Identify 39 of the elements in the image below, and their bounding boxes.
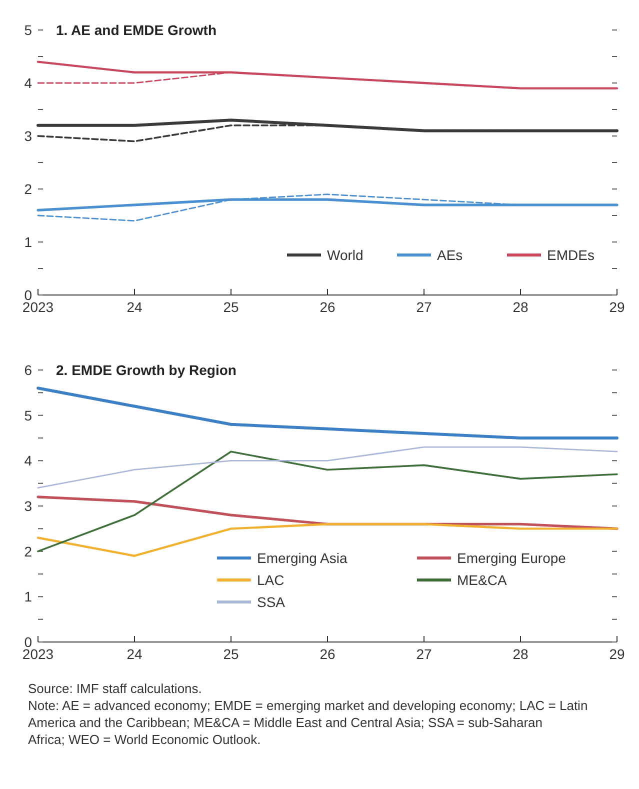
x-tick-label: 25 — [223, 299, 239, 315]
x-tick-label: 24 — [126, 646, 142, 662]
y-tick-label: 3 — [24, 498, 32, 514]
chart-title: 2. EMDE Growth by Region — [56, 362, 236, 378]
legend-label: LAC — [257, 572, 284, 588]
x-tick-label: 29 — [609, 646, 625, 662]
x-tick-label: 25 — [223, 646, 239, 662]
y-tick-label: 4 — [24, 75, 32, 91]
y-tick-label: 6 — [24, 362, 32, 378]
chart-title: 1. AE and EMDE Growth — [56, 22, 216, 38]
x-tick-label: 29 — [609, 299, 625, 315]
x-tick-label: 27 — [416, 299, 432, 315]
y-tick-label: 1 — [24, 588, 32, 605]
x-tick-label: 26 — [320, 646, 336, 662]
y-tick-label: 5 — [24, 407, 32, 424]
legend-label: EMDEs — [547, 247, 594, 263]
x-tick-label: 28 — [512, 299, 528, 315]
x-tick-label: 24 — [126, 299, 142, 315]
legend-label: SSA — [257, 594, 286, 610]
line-series — [36, 60, 618, 90]
x-tick-label: 26 — [320, 299, 336, 315]
y-tick-label: 2 — [24, 181, 32, 197]
y-tick-label: 2 — [24, 543, 32, 560]
y-tick-label: 3 — [24, 128, 32, 144]
source-note: Source: IMF staff calculations. — [28, 681, 202, 696]
line-series — [37, 446, 618, 489]
y-tick-label: 1 — [24, 234, 32, 250]
x-tick-label: 28 — [512, 646, 528, 662]
legend-label: Emerging Europe — [457, 550, 566, 566]
legend-label: Emerging Asia — [257, 550, 348, 566]
line-series — [36, 386, 618, 440]
legend-label: World — [327, 247, 364, 263]
line-series — [37, 450, 618, 552]
x-tick-label: 27 — [416, 646, 432, 662]
text: Note: AE = advanced economy; EMDE = emerging market and developing economy; LAC = Latin America and the Caribbean; ME&CA = Middle East and Central Asia; SSA = sub-Saharan Africa; WEO = World Economic Outlook. — [28, 698, 588, 747]
legend-label: ME&CA — [457, 572, 508, 588]
y-tick-label: 5 — [24, 22, 32, 38]
legend-label: AEs — [437, 247, 463, 263]
y-tick-label: 4 — [24, 452, 32, 469]
